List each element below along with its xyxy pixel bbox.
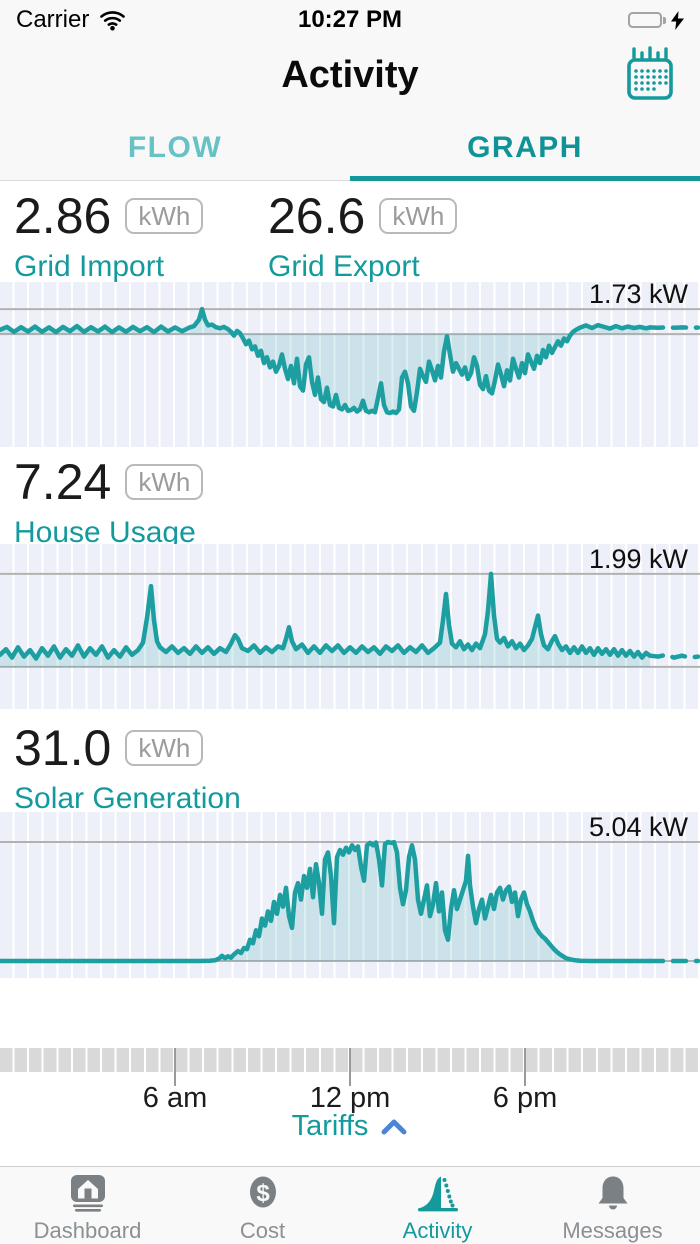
chevron-up-icon [381,1119,407,1134]
bell-icon [589,1173,637,1217]
solar-generation-chart[interactable]: 5.04 kW [0,812,700,978]
grid-import-unit-badge: kWh [125,198,204,234]
house-usage-unit-badge: kWh [125,464,204,500]
dollar-icon: $ [239,1173,287,1217]
activity-wave-icon [414,1173,462,1217]
solar-generation-stat: 31.0 kWh Solar Generation [14,723,241,816]
charging-bolt-icon [671,10,684,30]
tab-flow[interactable]: FLOW [127,131,223,164]
grid-power-chart[interactable]: 1.73 kW [0,282,700,447]
tab-bar: Dashboard $ Cost Activity [0,1166,700,1244]
calendar-button[interactable] [622,44,674,104]
tabbar-label-cost: Cost [239,1218,286,1243]
tabbar-label-dashboard: Dashboard [33,1218,142,1243]
grid-import-label: Grid Import [14,250,165,283]
nav-bar: Activity [0,40,700,116]
status-bar: Carrier 10:27 PM [0,0,700,40]
solar-generation-value: 31.0 [14,720,112,776]
grid-export-value: 26.6 [268,188,366,244]
tabbar-item-cost[interactable]: $ Cost [175,1167,350,1244]
clock: 10:27 PM [297,6,403,33]
peak-power-label: 1.73 kW [589,282,689,309]
grid-export-stat: 26.6 kWh Grid Export [268,188,458,284]
axis-tick-label: 6 am [142,1082,208,1114]
grid-import-stat: 2.86 kWh Grid Import [14,188,204,284]
grid-import-value: 2.86 [14,188,112,244]
tabbar-item-dashboard[interactable]: Dashboard [0,1167,175,1244]
peak-power-label: 1.99 kW [589,544,689,574]
home-icon [64,1173,112,1217]
battery-icon [627,12,666,28]
house-usage-section: 7.24 kWh House Usage [0,447,700,549]
svg-text:$: $ [256,1180,270,1207]
grid-stats-section: 2.86 kWh Grid Import 26.6 kWh Grid Expor… [0,181,700,284]
wifi-icon [100,10,126,30]
tabbar-label-messages: Messages [562,1218,663,1243]
carrier-label: Carrier [16,6,90,33]
top-chrome: Carrier 10:27 PM Activity [0,0,700,181]
tabbar-item-activity[interactable]: Activity [350,1167,525,1244]
axis-tick [524,1048,526,1086]
grid-export-label: Grid Export [268,250,420,283]
solar-generation-section: 31.0 kWh Solar Generation [0,709,700,815]
house-usage-stat: 7.24 kWh House Usage [14,454,204,550]
axis-tick [349,1048,351,1086]
solar-generation-unit-badge: kWh [125,730,204,766]
calendar-icon [627,46,673,100]
house-usage-label: House Usage [14,516,196,549]
solar-generation-label: Solar Generation [14,782,241,815]
axis-tick-label: 6 pm [492,1082,558,1114]
axis-tick-label: 12 pm [309,1082,391,1114]
peak-power-label: 5.04 kW [589,812,689,842]
tariffs-label: Tariffs [291,1110,369,1142]
house-usage-value: 7.24 [14,454,112,510]
segment-tabs: FLOW GRAPH [0,116,700,181]
tariffs-expander[interactable]: Tariffs [0,1110,700,1143]
time-axis-region: 6 am 12 pm 6 pm Tariffs [0,978,700,1168]
house-usage-chart[interactable]: 1.99 kW [0,544,700,709]
axis-tick [174,1048,176,1086]
tabbar-item-messages[interactable]: Messages [525,1167,700,1244]
grid-export-unit-badge: kWh [379,198,458,234]
tabbar-label-activity: Activity [402,1218,473,1243]
tab-graph[interactable]: GRAPH [350,116,700,181]
page-title: Activity [281,54,419,96]
